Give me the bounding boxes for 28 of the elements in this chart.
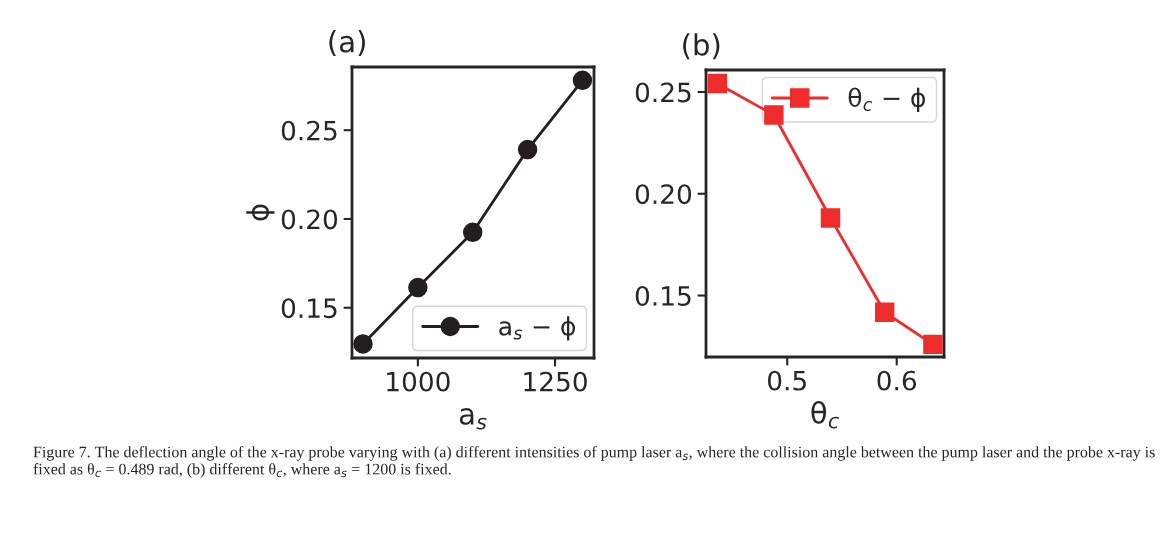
- x-tick-label: 1250: [524, 371, 587, 392]
- point: [572, 70, 593, 91]
- legend-label: a$_{s}$ − ϕ: [499, 316, 575, 341]
- point: [517, 139, 538, 160]
- x-tick-label: 1000: [387, 371, 450, 392]
- y-tick-label: 0.15: [281, 298, 337, 319]
- chart-title: (a): [329, 30, 365, 57]
- y-tick-label: 0.15: [635, 285, 691, 306]
- point: [408, 277, 428, 298]
- y-axis-title: ϕ: [246, 204, 275, 221]
- point: [463, 222, 483, 243]
- point: [820, 208, 841, 228]
- point: [707, 73, 728, 94]
- x-axis-title: a$_{s}$: [459, 408, 487, 430]
- legend-label: θ$_{c}$ − ϕ: [848, 87, 925, 112]
- chart-title: (b): [683, 33, 720, 60]
- y-tick-label: 0.25: [281, 120, 337, 141]
- x-axis-title: θ$_{c}$: [811, 400, 839, 429]
- text: Figure 7. The deflection angle of the x-ray probe varying with (a) different intensities of pump laser a$_{s}$, where the collision angle between the pump laser and the probe x-ray is fixed as θ$_{c}$ = 0.489 rad, (b) different θ$_{c}$, where a$_{s}$ = 1200 is fixed.: [33, 446, 1155, 478]
- point: [353, 334, 373, 354]
- y-tick-label: 0.20: [635, 184, 692, 205]
- point: [874, 302, 895, 322]
- x-tick-label: 0.6: [877, 370, 917, 391]
- y-tick-label: 0.25: [635, 82, 691, 103]
- point: [923, 334, 943, 355]
- y-tick-label: 0.20: [281, 209, 338, 230]
- x-tick-label: 0.5: [767, 370, 806, 391]
- point: [764, 105, 784, 125]
